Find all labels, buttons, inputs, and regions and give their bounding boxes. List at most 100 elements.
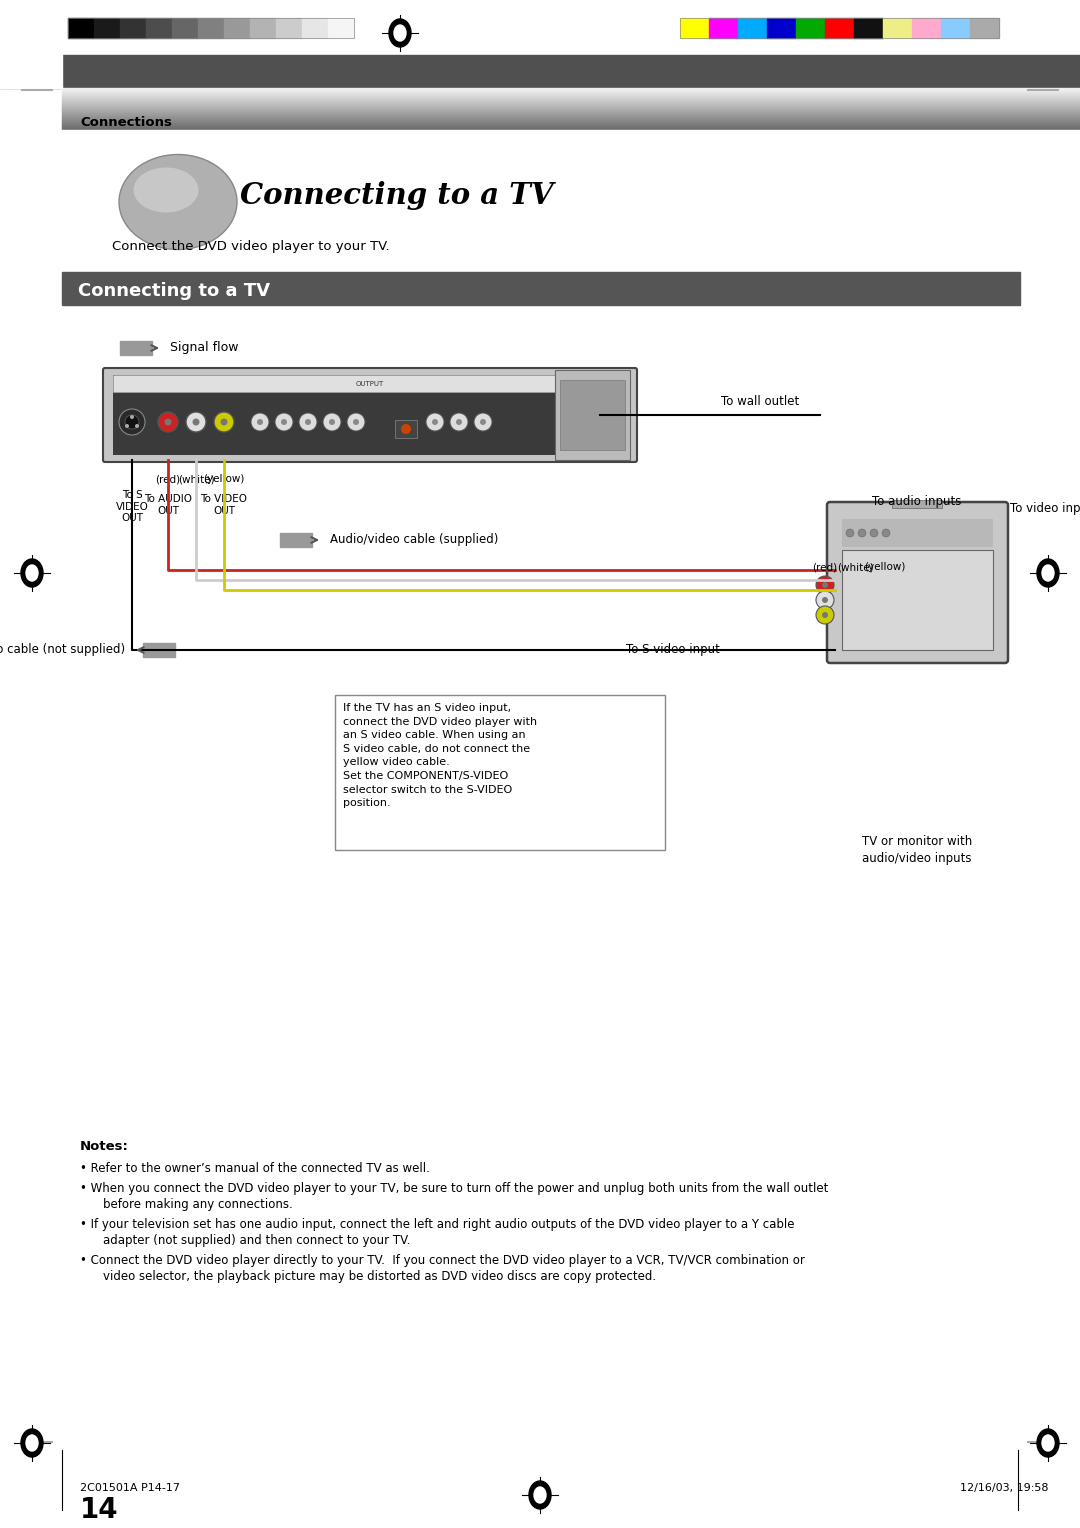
Bar (280, 533, 312, 547)
Bar (854, 18, 883, 38)
Bar (0, 55, 1080, 89)
Text: 14: 14 (80, 1496, 119, 1523)
Bar (842, 520, 993, 547)
Circle shape (426, 413, 444, 431)
Text: adapter (not supplied) and then connect to your TV.: adapter (not supplied) and then connect … (87, 1235, 410, 1247)
Text: • Connect the DVD video player directly to your TV.  If you connect the DVD vide: • Connect the DVD video player directly … (80, 1254, 805, 1267)
Circle shape (846, 529, 854, 536)
Text: Notes:: Notes: (80, 1140, 129, 1154)
Text: To S video input: To S video input (626, 643, 720, 657)
Circle shape (450, 413, 468, 431)
Bar (328, 18, 354, 38)
Bar (198, 18, 224, 38)
Bar (561, 380, 625, 451)
Circle shape (125, 423, 129, 428)
Text: Connect the DVD video player to your TV.: Connect the DVD video player to your TV. (112, 240, 390, 254)
Bar (941, 18, 970, 38)
Bar (842, 550, 993, 649)
Ellipse shape (1037, 559, 1059, 587)
Bar (120, 18, 146, 38)
Circle shape (299, 413, 318, 431)
Text: Connecting to a TV: Connecting to a TV (78, 281, 270, 299)
Bar (680, 18, 708, 38)
Ellipse shape (26, 565, 38, 581)
Circle shape (882, 529, 890, 536)
Circle shape (353, 419, 359, 425)
Ellipse shape (134, 168, 199, 212)
Circle shape (192, 419, 200, 425)
Text: If the TV has an S video input,
connect the DVD video player with
an S video cab: If the TV has an S video input, connect … (343, 703, 537, 808)
Bar (395, 420, 417, 439)
Bar (68, 18, 94, 38)
Bar (276, 18, 302, 38)
Text: 2C01501A P14-17: 2C01501A P14-17 (80, 1484, 180, 1493)
Text: 12/16/03, 19:58: 12/16/03, 19:58 (960, 1484, 1049, 1493)
Bar (883, 18, 912, 38)
Circle shape (822, 613, 828, 617)
Text: • If your television set has one audio input, connect the left and right audio o: • If your television set has one audio i… (80, 1218, 795, 1232)
Text: Signal flow: Signal flow (170, 341, 239, 354)
Bar (302, 18, 328, 38)
Circle shape (822, 597, 828, 604)
Bar (970, 18, 999, 38)
FancyBboxPatch shape (827, 503, 1008, 663)
Circle shape (870, 529, 878, 536)
Bar (146, 18, 172, 38)
Text: OUTPUT: OUTPUT (356, 380, 384, 387)
Circle shape (480, 419, 486, 425)
Bar (94, 18, 120, 38)
Bar (825, 18, 854, 38)
Circle shape (164, 419, 172, 425)
Bar (113, 374, 627, 455)
Text: (white): (white) (837, 562, 874, 571)
Circle shape (251, 413, 269, 431)
Text: • Refer to the owner’s manual of the connected TV as well.: • Refer to the owner’s manual of the con… (80, 1161, 430, 1175)
Bar (0, 34, 62, 89)
Circle shape (119, 410, 145, 435)
Text: video selector, the playback picture may be distorted as DVD video discs are cop: video selector, the playback picture may… (87, 1270, 657, 1284)
Circle shape (257, 419, 264, 425)
Circle shape (305, 419, 311, 425)
Bar (249, 18, 276, 38)
Text: To wall outlet: To wall outlet (720, 396, 799, 408)
Text: S video cable (not supplied): S video cable (not supplied) (0, 643, 125, 657)
Text: (yellow): (yellow) (864, 562, 906, 571)
Text: (yellow): (yellow) (203, 474, 245, 484)
Bar (708, 18, 738, 38)
Circle shape (347, 413, 365, 431)
Circle shape (858, 529, 866, 536)
Bar (68, 18, 354, 38)
Bar (912, 18, 941, 38)
Ellipse shape (26, 1435, 38, 1452)
Text: Connecting to a TV: Connecting to a TV (240, 182, 554, 211)
Bar (892, 500, 942, 507)
Ellipse shape (529, 1481, 551, 1510)
Ellipse shape (21, 1429, 43, 1458)
Bar (172, 18, 198, 38)
Ellipse shape (119, 154, 237, 249)
Bar (767, 18, 796, 38)
Bar (680, 18, 999, 38)
Circle shape (214, 413, 234, 432)
Text: Connections: Connections (80, 116, 172, 128)
Bar (113, 374, 627, 393)
Circle shape (158, 413, 178, 432)
Ellipse shape (1037, 1429, 1059, 1458)
Circle shape (220, 419, 228, 425)
Text: 14: 14 (532, 1482, 548, 1494)
Circle shape (474, 413, 492, 431)
Text: To audio inputs: To audio inputs (873, 495, 961, 507)
Circle shape (281, 419, 287, 425)
Circle shape (432, 419, 438, 425)
Circle shape (401, 423, 411, 434)
Bar (738, 18, 767, 38)
Text: • When you connect the DVD video player to your TV, be sure to turn off the powe: • When you connect the DVD video player … (80, 1183, 828, 1195)
Circle shape (125, 416, 139, 429)
Circle shape (822, 582, 828, 588)
Bar (62, 272, 1020, 306)
Bar (224, 18, 249, 38)
Text: before making any connections.: before making any connections. (87, 1198, 293, 1212)
Text: TV or monitor with
audio/video inputs: TV or monitor with audio/video inputs (862, 834, 972, 865)
Circle shape (323, 413, 341, 431)
FancyBboxPatch shape (335, 695, 665, 850)
